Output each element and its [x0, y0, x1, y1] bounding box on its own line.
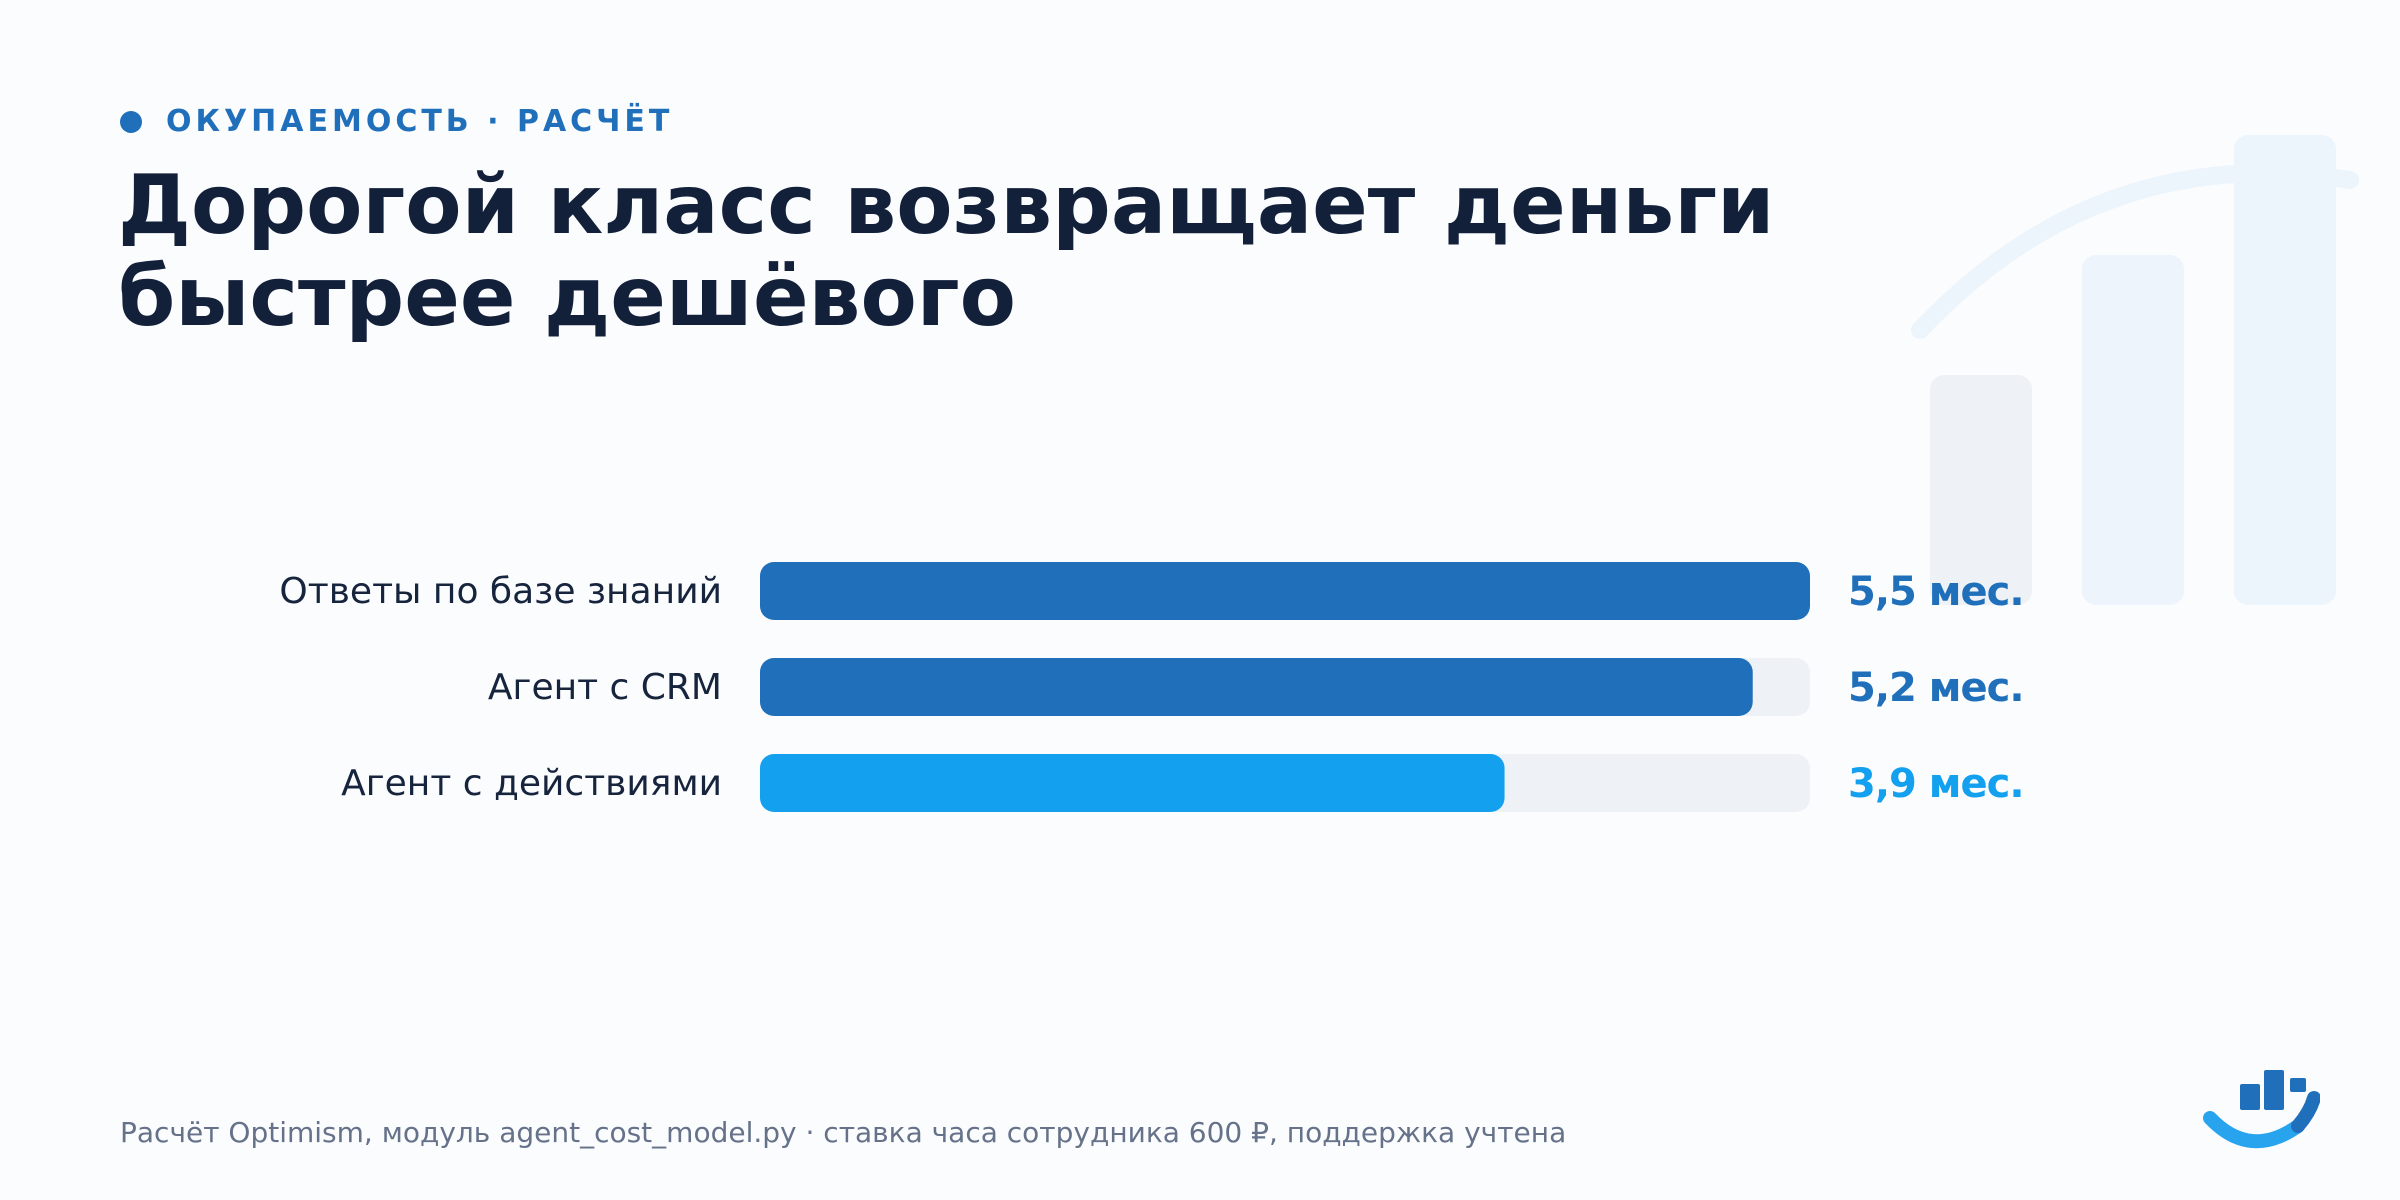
value-label: 3,9 мес.	[1848, 761, 2024, 807]
bar	[760, 562, 1810, 620]
decorative-growth-chart-icon	[1911, 135, 2359, 605]
page-title: Дорогой класс возвращает деньги быстрее …	[118, 158, 1775, 345]
kicker-dot	[120, 110, 142, 133]
bar	[760, 658, 1753, 716]
payback-bar-chart: Ответы по базе знаний 5,5 мес. Агент с CRM…	[279, 562, 2025, 812]
value-label: 5,2 мес.	[1848, 665, 2024, 711]
brand-logo-icon	[2203, 1070, 2320, 1149]
value-label: 5,5 мес.	[1848, 569, 2024, 615]
bar	[760, 754, 1505, 812]
footnote: Расчёт Optimism, модуль agent_cost_model…	[120, 1116, 1567, 1149]
kicker-label: ОКУПАЕМОСТЬ · РАСЧЁТ	[166, 104, 674, 139]
kicker: ОКУПАЕМОСТЬ · РАСЧЁТ	[120, 104, 673, 139]
category-label: Агент с действиями	[341, 763, 722, 804]
category-label: Ответы по базе знаний	[279, 571, 722, 612]
category-label: Агент с CRM	[488, 667, 722, 708]
